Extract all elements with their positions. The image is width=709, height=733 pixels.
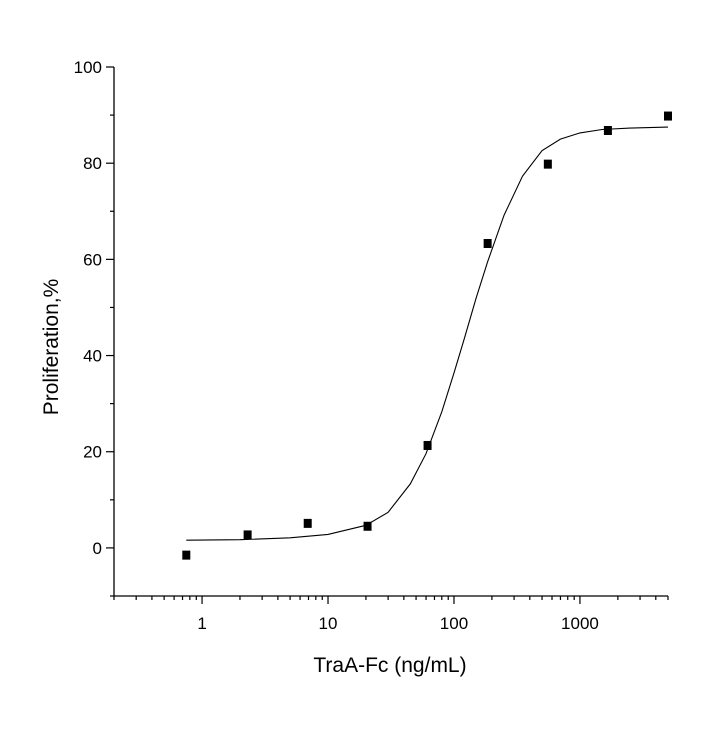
- x-tick-label: 10: [319, 614, 338, 633]
- data-point: [243, 530, 252, 540]
- tick-labels: 0 20 40 60 80 100 1 10 100 1000: [74, 58, 599, 633]
- data-point: [303, 518, 312, 528]
- axes: [113, 67, 668, 597]
- y-tick-label: 100: [74, 58, 102, 77]
- y-tick-label: 0: [93, 539, 102, 558]
- data-point: [664, 111, 672, 121]
- fit-line: [186, 126, 669, 541]
- x-tick-label: 1000: [561, 614, 599, 633]
- data-point: [363, 521, 372, 531]
- x-tick-label: 1: [197, 614, 206, 633]
- data-point: [182, 550, 191, 560]
- x-tick-label: 100: [440, 614, 468, 633]
- data-point: [483, 238, 492, 248]
- data-point: [423, 440, 432, 450]
- data-point: [603, 125, 612, 135]
- data-points: [182, 111, 672, 560]
- y-tick-label: 20: [83, 443, 102, 462]
- y-tick-label: 60: [83, 250, 102, 269]
- y-axis-label: Proliferation,%: [40, 279, 63, 416]
- ticks: [106, 66, 669, 604]
- y-tick-label: 80: [83, 154, 102, 173]
- x-axis-label: TraA-Fc (ng/mL): [313, 654, 466, 677]
- data-point: [543, 159, 552, 169]
- fit-line-group: [186, 126, 669, 541]
- y-tick-label: 40: [83, 347, 102, 366]
